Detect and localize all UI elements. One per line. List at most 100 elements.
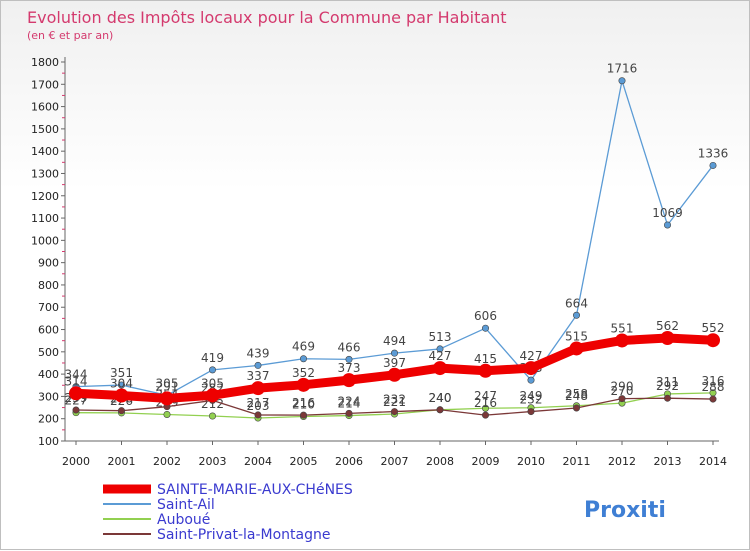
legend-label: SAINTE-MARIE-AUX-CHéNES [157, 482, 353, 498]
y-tick-label: 400 [38, 368, 59, 381]
x-tick-label: 2002 [153, 455, 181, 468]
data-point [478, 363, 493, 378]
data-label: 221 [383, 395, 406, 409]
data-label: 427 [429, 349, 452, 363]
x-tick-label: 2008 [426, 455, 454, 468]
data-label: 1069 [652, 206, 683, 220]
y-tick-label: 800 [38, 279, 59, 292]
data-label: 606 [474, 309, 497, 323]
data-point [209, 412, 217, 420]
data-point [572, 404, 580, 412]
legend-label: Saint-Privat-la-Montagne [157, 527, 331, 543]
data-label: 1336 [698, 146, 729, 160]
legend: SAINTE-MARIE-AUX-CHéNESSaint-AilAubouéSa… [103, 482, 353, 543]
data-point [387, 367, 402, 382]
x-tick-label: 2013 [654, 455, 682, 468]
data-point [118, 407, 126, 415]
x-tick-label: 2012 [608, 455, 636, 468]
data-point [390, 408, 398, 416]
data-label: 397 [383, 356, 406, 370]
chart-subtitle: (en € et par an) [27, 29, 113, 42]
legend-label: Saint-Ail [157, 497, 215, 513]
data-point [251, 381, 265, 396]
data-label: 240 [429, 391, 452, 405]
data-label: 352 [292, 366, 315, 380]
x-tick-label: 2014 [699, 455, 727, 468]
y-tick-label: 1000 [31, 234, 59, 247]
data-label: 248 [565, 389, 588, 403]
data-label: 304 [110, 377, 133, 391]
x-tick-label: 2005 [290, 455, 318, 468]
series-saint-ail: 344 351 305 419 439 469 466 494 513 606 373 664 1716… [65, 62, 729, 399]
data-point [163, 410, 171, 418]
data-point [72, 406, 80, 414]
data-label: 203 [247, 399, 270, 413]
data-point [345, 355, 353, 363]
data-point [118, 381, 126, 389]
data-point [254, 361, 262, 369]
y-tick-label: 1300 [31, 167, 59, 180]
x-tick-label: 2011 [563, 455, 591, 468]
data-point [615, 333, 629, 348]
data-point [436, 406, 444, 414]
data-label: 217 [247, 396, 270, 410]
data-point [160, 391, 174, 406]
data-point [481, 411, 489, 419]
data-label: 232 [520, 393, 543, 407]
y-tick-label: 100 [38, 435, 59, 448]
data-point [527, 376, 535, 384]
x-tick-label: 2010 [517, 455, 545, 468]
x-tick-label: 2001 [108, 455, 136, 468]
data-label: 288 [702, 380, 725, 394]
data-point [299, 411, 307, 419]
data-point [296, 377, 311, 392]
data-label: 316 [702, 374, 725, 388]
data-point [569, 341, 584, 356]
data-label: 291 [156, 379, 179, 393]
x-tick-label: 2000 [62, 455, 90, 468]
x-tick-label: 2007 [381, 455, 409, 468]
data-label: 466 [338, 340, 361, 354]
data-point [709, 395, 717, 403]
data-label: 224 [338, 394, 361, 408]
y-tick-label: 1400 [31, 145, 59, 158]
data-label: 337 [247, 369, 270, 383]
chart-title: Evolution des Impôts locaux pour la Comm… [27, 8, 507, 27]
y-tick-label: 700 [38, 301, 59, 314]
data-label: 210 [292, 397, 315, 411]
data-label: 314 [65, 374, 88, 388]
data-point [69, 386, 83, 401]
data-label: 373 [338, 361, 361, 375]
data-point [663, 221, 671, 229]
proxiti-logo: Proxiti [584, 498, 666, 523]
data-label: 552 [702, 321, 725, 335]
y-tick-label: 900 [38, 257, 59, 270]
y-tick-label: 500 [38, 346, 59, 359]
data-point [209, 366, 217, 374]
data-label: 247 [474, 389, 497, 403]
data-label: 249 [520, 389, 543, 403]
data-point [481, 404, 489, 412]
data-label: 551 [611, 321, 634, 335]
data-label: 427 [520, 349, 543, 363]
data-label: 292 [656, 379, 679, 393]
data-label: 232 [383, 393, 406, 407]
data-point [342, 373, 356, 388]
data-label: 258 [565, 387, 588, 401]
y-tick-label: 1200 [31, 190, 59, 203]
data-label: 494 [383, 334, 406, 348]
y-tick-label: 1600 [31, 101, 59, 114]
data-label: 351 [110, 366, 133, 380]
logo-text: Proxiti [584, 498, 666, 523]
axes: 100 200 300 400 500 600 700 800 900 1000 1100 1200 1… [31, 56, 727, 468]
data-label: 290 [611, 380, 634, 394]
data-label: 270 [611, 384, 634, 398]
data-point [618, 77, 626, 85]
x-tick-label: 2006 [335, 455, 363, 468]
data-label: 415 [474, 352, 497, 366]
data-label: 562 [656, 319, 679, 333]
data-label: 664 [565, 296, 588, 310]
